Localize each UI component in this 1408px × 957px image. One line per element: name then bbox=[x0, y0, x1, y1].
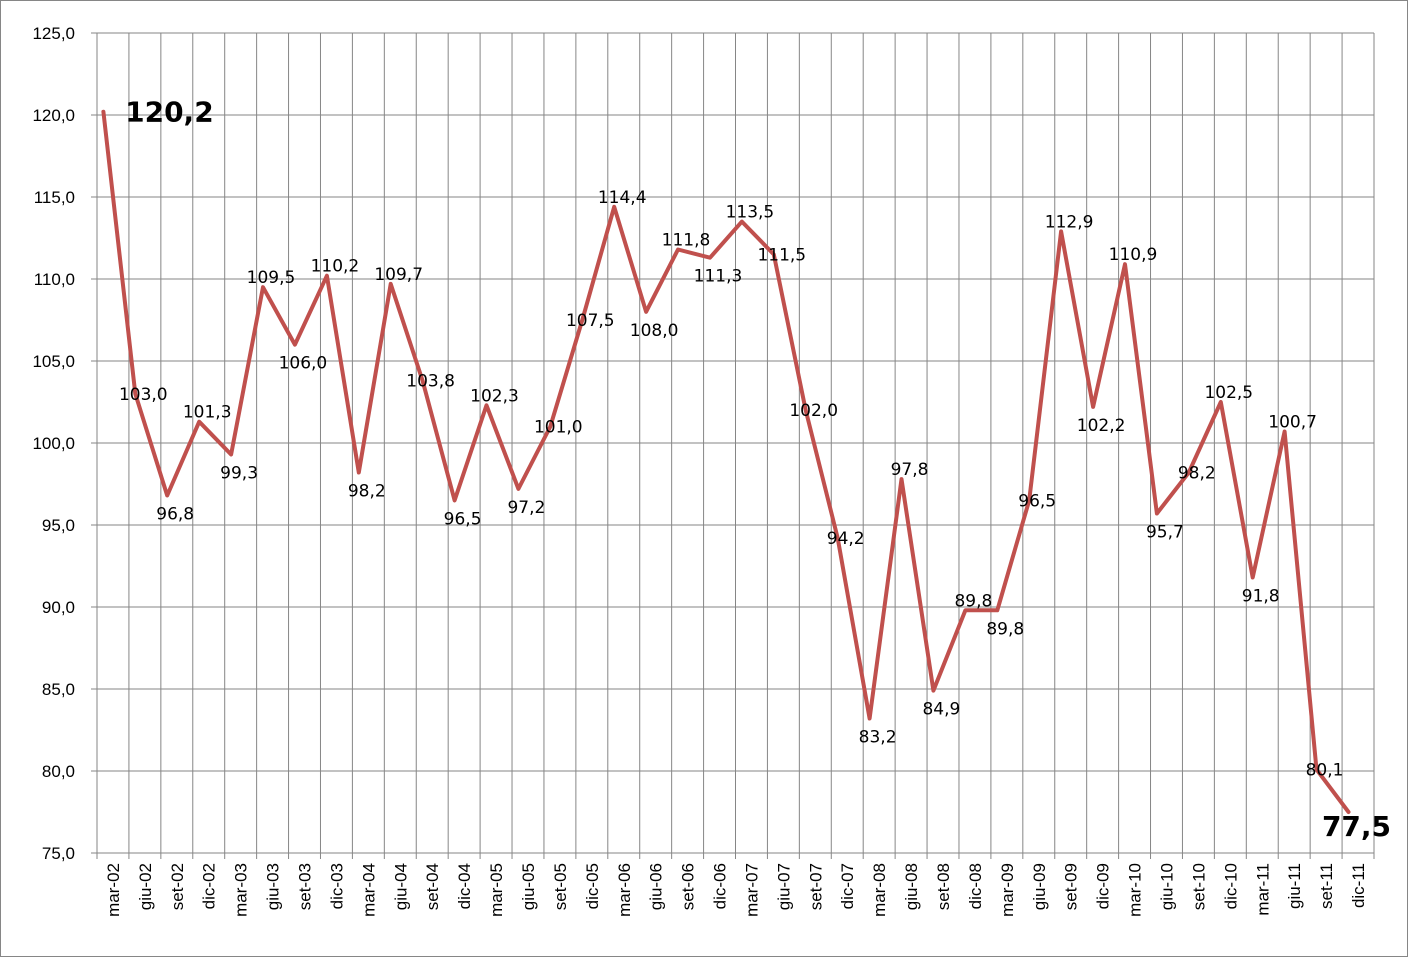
x-tick-label: dic-09 bbox=[1094, 863, 1113, 909]
data-label: 113,5 bbox=[726, 203, 775, 223]
data-label: 97,2 bbox=[507, 498, 545, 518]
data-label: 98,2 bbox=[348, 482, 386, 502]
y-tick-label: 85,0 bbox=[42, 680, 75, 699]
x-axis: mar-02 giu-02 set-02 dic-02 mar-03 giu-03 set-… bbox=[96, 852, 1375, 917]
data-label: 111,3 bbox=[694, 267, 743, 287]
data-label: 98,2 bbox=[1178, 464, 1216, 484]
data-label: 97,8 bbox=[891, 460, 929, 480]
x-tick-label: giu-06 bbox=[647, 863, 666, 910]
data-label: 89,8 bbox=[986, 619, 1024, 639]
x-tick-label: giu-02 bbox=[136, 863, 155, 910]
x-tick-label: mar-11 bbox=[1253, 863, 1272, 916]
y-tick-label: 125,0 bbox=[32, 24, 75, 43]
data-label: 89,8 bbox=[954, 591, 992, 611]
data-label: 111,8 bbox=[662, 231, 711, 251]
x-tick-label: dic-05 bbox=[583, 863, 602, 909]
series-polyline bbox=[101, 109, 1351, 814]
x-tick-label: mar-03 bbox=[232, 863, 251, 917]
x-tick-label: mar-04 bbox=[359, 863, 378, 917]
x-tick-label: giu-04 bbox=[391, 863, 410, 910]
x-tick-label: set-02 bbox=[168, 863, 187, 910]
data-label: 101,0 bbox=[534, 418, 583, 438]
x-tick-label: set-03 bbox=[296, 863, 315, 910]
y-tick-label: 100,0 bbox=[32, 434, 75, 453]
x-tick-label: dic-07 bbox=[838, 863, 857, 909]
data-label: 120,2 bbox=[125, 96, 214, 129]
data-label: 102,2 bbox=[1077, 416, 1126, 436]
y-tick-label: 80,0 bbox=[42, 762, 75, 781]
data-label: 77,5 bbox=[1322, 810, 1391, 843]
x-tick-label: giu-03 bbox=[264, 863, 283, 910]
x-tick-label: giu-08 bbox=[902, 863, 921, 910]
y-tick-label: 105,0 bbox=[32, 352, 75, 371]
x-tick-label: dic-04 bbox=[455, 863, 474, 909]
x-tick-label: dic-08 bbox=[966, 863, 985, 909]
data-label: 83,2 bbox=[859, 728, 897, 748]
x-tick-label: set-11 bbox=[1317, 863, 1336, 909]
data-label: 102,3 bbox=[470, 386, 519, 406]
x-tick-label: mar-06 bbox=[615, 863, 634, 917]
data-label: 110,9 bbox=[1109, 245, 1158, 265]
x-tick-label: set-05 bbox=[551, 863, 570, 910]
x-tick-label: dic-06 bbox=[711, 863, 730, 909]
y-axis: 75,0 80,0 85,0 90,0 95,0 100,0 105,0 110,0 115,0… bbox=[32, 24, 98, 863]
x-tick-label: giu-11 bbox=[1285, 863, 1304, 909]
x-tick-label: set-07 bbox=[806, 863, 825, 910]
data-label: 96,5 bbox=[444, 509, 482, 529]
data-label: 103,8 bbox=[406, 372, 455, 392]
data-label: 114,4 bbox=[598, 188, 647, 208]
x-tick-label: set-06 bbox=[679, 863, 698, 910]
y-tick-label: 90,0 bbox=[42, 598, 75, 617]
data-label: 96,8 bbox=[156, 505, 194, 525]
data-label: 101,3 bbox=[183, 403, 232, 423]
data-labels: 120,2 103,0 96,8 101,3 99,3 109,5 106,0 110,2 98… bbox=[119, 96, 1391, 843]
x-tick-label: giu-10 bbox=[1157, 863, 1176, 910]
x-tick-label: dic-11 bbox=[1349, 863, 1368, 908]
x-tick-label: giu-05 bbox=[519, 863, 538, 910]
y-tick-label: 110,0 bbox=[34, 270, 75, 289]
y-tick-label: 120,0 bbox=[32, 106, 75, 125]
y-tick-label: 115,0 bbox=[34, 188, 75, 207]
data-label: 84,9 bbox=[922, 700, 960, 720]
x-tick-label: set-04 bbox=[423, 863, 442, 910]
data-label: 80,1 bbox=[1306, 760, 1344, 780]
data-label: 106,0 bbox=[279, 354, 328, 374]
data-label: 102,5 bbox=[1204, 383, 1253, 403]
data-label: 99,3 bbox=[220, 464, 258, 484]
data-label: 100,7 bbox=[1268, 413, 1317, 433]
x-tick-label: giu-07 bbox=[774, 863, 793, 910]
data-label: 96,5 bbox=[1018, 491, 1056, 511]
x-tick-label: dic-03 bbox=[327, 863, 346, 909]
data-label: 91,8 bbox=[1242, 587, 1280, 607]
x-tick-label: mar-05 bbox=[487, 863, 506, 917]
data-label: 102,0 bbox=[789, 401, 838, 421]
data-label: 95,7 bbox=[1146, 523, 1184, 543]
data-label: 103,0 bbox=[119, 385, 168, 405]
x-tick-label: mar-08 bbox=[870, 863, 889, 917]
data-label: 112,9 bbox=[1045, 212, 1094, 232]
data-label: 110,2 bbox=[311, 257, 360, 277]
data-label: 111,5 bbox=[757, 245, 806, 265]
x-tick-label: dic-02 bbox=[200, 863, 219, 909]
x-tick-label: mar-10 bbox=[1126, 863, 1145, 917]
data-label: 107,5 bbox=[566, 311, 615, 331]
x-tick-label: dic-10 bbox=[1221, 863, 1240, 909]
gridlines bbox=[96, 32, 1375, 854]
x-tick-label: set-09 bbox=[1062, 863, 1081, 910]
x-tick-label: set-10 bbox=[1189, 863, 1208, 910]
y-tick-label: 95,0 bbox=[42, 516, 75, 535]
x-tick-label: mar-09 bbox=[998, 863, 1017, 917]
x-tick-label: mar-02 bbox=[104, 863, 123, 917]
data-label: 109,7 bbox=[374, 265, 423, 285]
series-line bbox=[101, 109, 1351, 814]
x-tick-label: giu-09 bbox=[1030, 863, 1049, 910]
x-tick-label: mar-07 bbox=[742, 863, 761, 917]
data-label: 94,2 bbox=[827, 529, 865, 549]
y-tick-label: 75,0 bbox=[42, 844, 75, 863]
x-tick-label: set-08 bbox=[934, 863, 953, 910]
data-label: 108,0 bbox=[630, 321, 679, 341]
data-label: 109,5 bbox=[247, 268, 296, 288]
